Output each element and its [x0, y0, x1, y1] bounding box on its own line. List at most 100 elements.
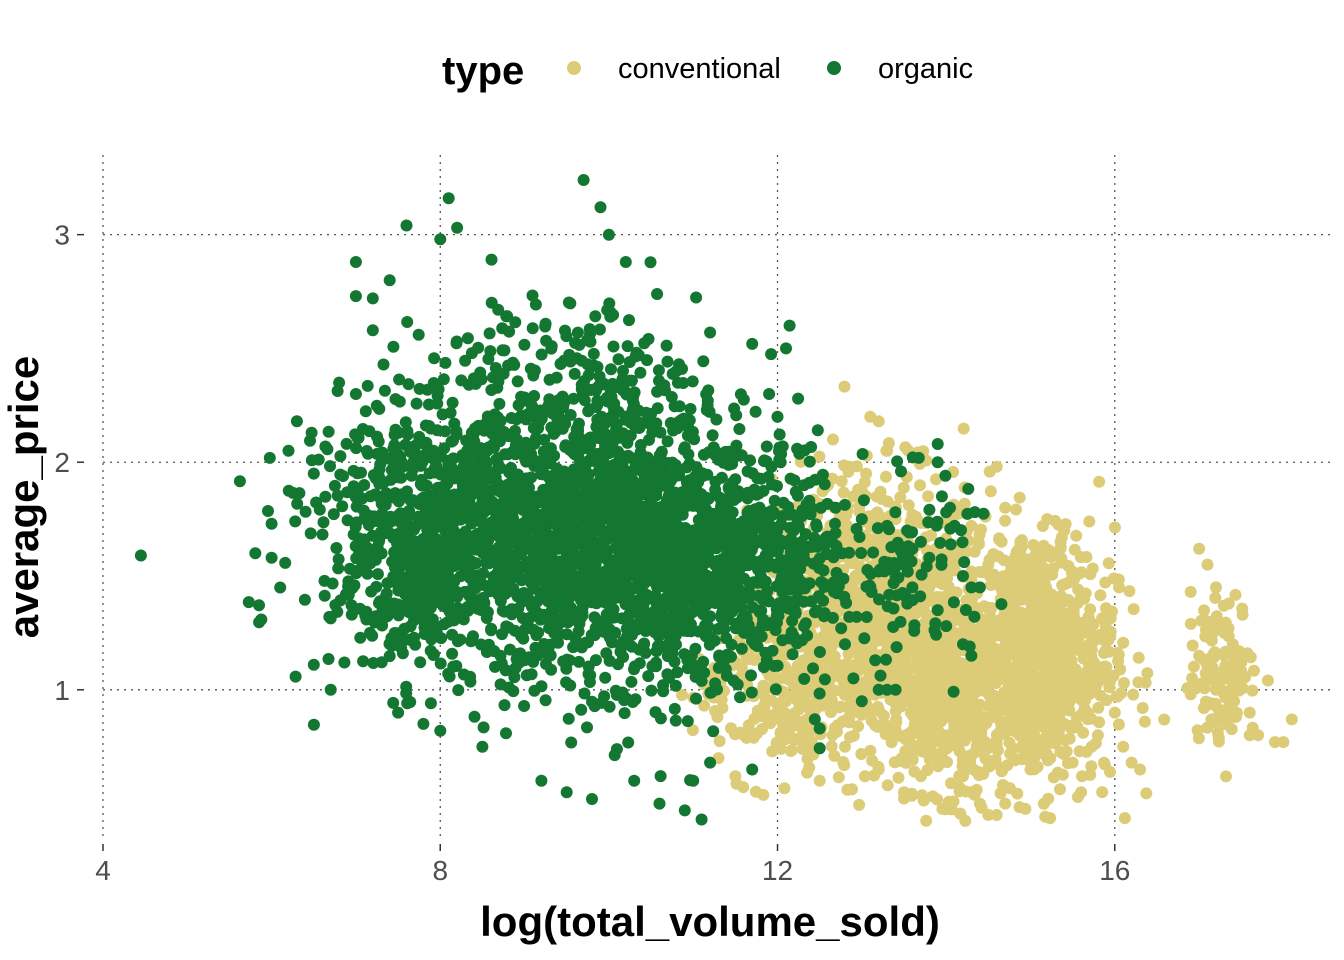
data-point-conventional — [1106, 605, 1118, 618]
data-point-organic — [434, 657, 447, 670]
data-point-conventional — [1076, 770, 1088, 783]
data-point-conventional — [930, 473, 942, 486]
data-point-organic — [298, 593, 311, 606]
data-point-organic — [626, 696, 639, 708]
data-point-organic — [637, 476, 650, 489]
data-point-organic — [562, 712, 575, 725]
data-point-conventional — [1091, 667, 1104, 680]
data-point-conventional — [903, 731, 916, 744]
data-point-conventional — [1022, 641, 1035, 654]
data-point-conventional — [967, 747, 979, 760]
data-point-organic — [336, 500, 349, 513]
data-point-conventional — [1068, 543, 1081, 556]
data-point-conventional — [1049, 737, 1062, 750]
data-point-conventional — [894, 491, 907, 504]
data-point-conventional — [1080, 551, 1093, 563]
data-point-conventional — [984, 485, 997, 498]
data-point-conventional — [1229, 588, 1242, 601]
data-point-conventional — [827, 433, 839, 446]
data-point-conventional — [982, 638, 995, 651]
data-point-conventional — [1103, 681, 1116, 694]
data-point-conventional — [1093, 475, 1106, 488]
data-point-conventional — [1014, 729, 1026, 742]
data-point-conventional — [1117, 740, 1130, 753]
data-point-conventional — [914, 770, 927, 783]
data-point-conventional — [978, 619, 990, 631]
data-point-organic — [507, 685, 520, 698]
data-point-conventional — [1202, 666, 1215, 679]
data-point-conventional — [1092, 701, 1105, 714]
data-point-organic — [387, 340, 400, 353]
data-point-conventional — [1134, 763, 1147, 776]
data-point-conventional — [953, 781, 966, 794]
data-point-organic — [410, 397, 423, 410]
data-point-conventional — [1210, 683, 1222, 696]
data-point-conventional — [883, 728, 895, 740]
data-point-organic — [631, 513, 644, 526]
data-point-organic — [813, 687, 826, 700]
data-point-conventional — [801, 766, 814, 779]
data-point-organic — [633, 657, 646, 670]
data-point-organic — [494, 595, 507, 607]
data-point-conventional — [1085, 740, 1098, 753]
data-point-organic — [414, 656, 427, 669]
legend-label-conventional: conventional — [618, 53, 781, 85]
data-point-conventional — [926, 790, 939, 803]
data-point-conventional — [910, 680, 923, 693]
data-point-conventional — [836, 665, 849, 677]
data-point-conventional — [1094, 689, 1107, 702]
data-point-conventional — [713, 735, 726, 748]
data-point-conventional — [1187, 660, 1200, 673]
data-point-conventional — [775, 699, 788, 712]
data-point-conventional — [890, 716, 903, 729]
data-point-conventional — [961, 627, 974, 640]
data-point-conventional — [963, 709, 976, 722]
data-point-organic — [713, 506, 725, 519]
data-point-conventional — [1016, 678, 1028, 691]
data-point-conventional — [1067, 602, 1080, 614]
data-point-conventional — [1022, 722, 1035, 735]
data-point-organic — [759, 646, 772, 659]
data-point-organic — [661, 435, 674, 448]
data-point-conventional — [813, 774, 826, 787]
data-point-conventional — [1102, 557, 1115, 570]
data-point-conventional — [990, 695, 1003, 708]
data-point-organic — [768, 660, 781, 672]
data-point-organic — [688, 491, 701, 503]
data-point-conventional — [1024, 763, 1037, 776]
data-point-organic — [835, 622, 848, 635]
data-point-organic — [291, 497, 304, 510]
data-point-conventional — [1113, 581, 1125, 594]
data-point-conventional — [1032, 672, 1045, 685]
data-point-organic — [498, 699, 511, 712]
data-point-conventional — [881, 444, 894, 457]
data-point-organic — [519, 623, 532, 636]
data-point-conventional — [1023, 754, 1035, 767]
data-point-organic — [657, 610, 670, 623]
data-point-conventional — [1140, 787, 1153, 800]
data-point-conventional — [822, 635, 835, 647]
data-point-conventional — [965, 786, 978, 799]
data-point-conventional — [931, 639, 944, 652]
data-point-conventional — [915, 662, 928, 675]
data-point-organic — [488, 474, 501, 487]
data-point-organic — [582, 576, 595, 589]
data-point-organic — [359, 405, 372, 418]
data-point-conventional — [1136, 702, 1149, 714]
data-point-conventional — [931, 706, 944, 719]
data-point-organic — [690, 692, 702, 705]
data-point-organic — [735, 642, 748, 655]
data-point-conventional — [967, 663, 980, 676]
data-point-conventional — [1212, 735, 1225, 748]
data-point-conventional — [1102, 633, 1115, 646]
data-point-conventional — [758, 685, 771, 698]
data-point-organic — [635, 531, 647, 544]
data-point-conventional — [1024, 706, 1037, 719]
data-point-conventional — [1246, 684, 1259, 697]
data-point-conventional — [841, 783, 854, 796]
data-point-organic — [279, 556, 292, 569]
data-point-organic — [312, 453, 325, 466]
data-point-conventional — [923, 753, 936, 766]
data-point-conventional — [881, 638, 894, 651]
data-point-organic — [753, 604, 766, 617]
